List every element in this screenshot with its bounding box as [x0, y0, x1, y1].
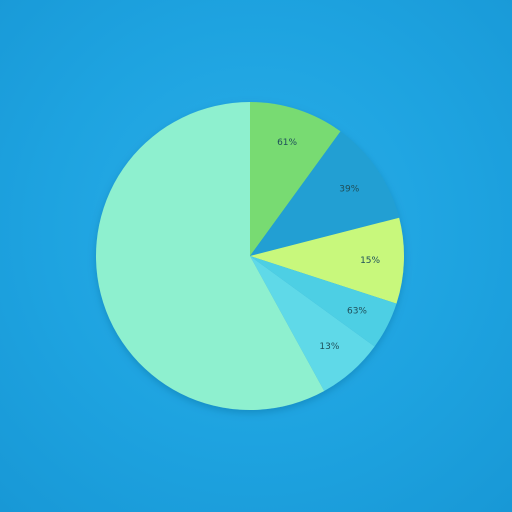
pie-slice-label-2: 15% — [360, 256, 380, 266]
pie-labels: 61% 39% 15% 63% 13% — [277, 138, 380, 352]
pie-slice-2 — [250, 217, 404, 304]
pie-slice-0 — [250, 102, 341, 256]
pie-slice-4 — [250, 256, 375, 391]
pie-slice-label-3: 63% — [347, 307, 367, 317]
pie-slice-1 — [250, 131, 400, 256]
pie-slice-5 — [95, 102, 325, 410]
pie-slice-label-1: 39% — [339, 185, 359, 195]
pie-slices — [95, 102, 404, 410]
pie-slice-label-0: 61% — [277, 138, 297, 148]
pie-slice-3 — [250, 256, 397, 347]
pie-slice-label-4: 13% — [319, 342, 339, 352]
